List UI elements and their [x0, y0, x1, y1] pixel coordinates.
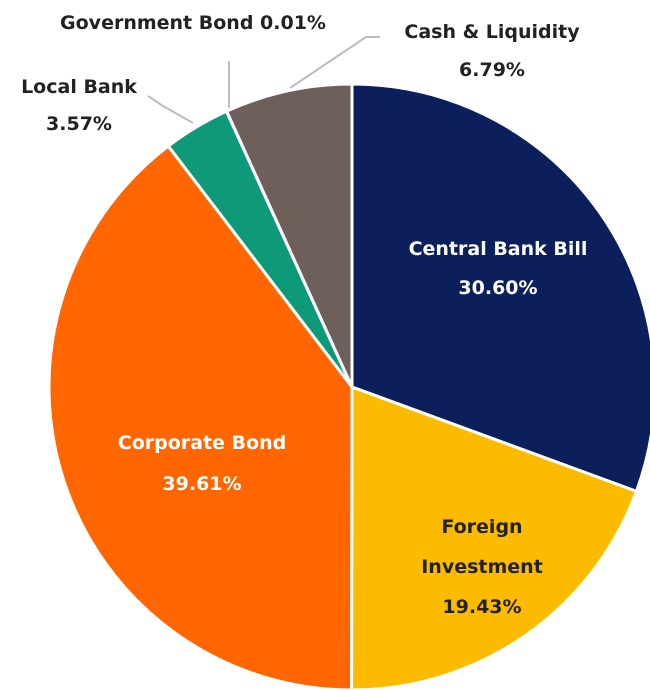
slice-label-government-bond: Government Bond 0.01% — [60, 12, 326, 34]
slice-value-corporate-bond: 39.61% — [162, 473, 241, 495]
slice-foreign-investment — [350, 385, 638, 690]
slice-cash-and-liquidity — [225, 82, 354, 389]
slice-label-corporate-bond: Corporate Bond — [118, 432, 286, 454]
pie-slices — [47, 82, 650, 690]
slice-label-local-bank: Local Bank — [21, 76, 137, 98]
slice-label-foreign-investment-line2: Investment — [421, 556, 543, 578]
leader-local-bank — [147, 95, 194, 124]
slice-value-cash-liquidity: 6.79% — [459, 59, 525, 81]
slice-value-foreign-investment: 19.43% — [442, 596, 521, 618]
slice-corporate-bond — [47, 144, 354, 690]
slice-central-bank-bill — [350, 82, 650, 493]
leader-lines — [147, 36, 380, 124]
slice-value-local-bank: 3.57% — [46, 113, 112, 135]
slice-label-cash-liquidity: Cash & Liquidity — [404, 21, 580, 43]
slice-value-central-bank-bill: 30.60% — [458, 277, 537, 299]
slice-label-central-bank-bill: Central Bank Bill — [409, 238, 588, 260]
slice-label-foreign-investment: Foreign — [441, 516, 522, 538]
leader-cash-liquidity — [289, 36, 380, 89]
